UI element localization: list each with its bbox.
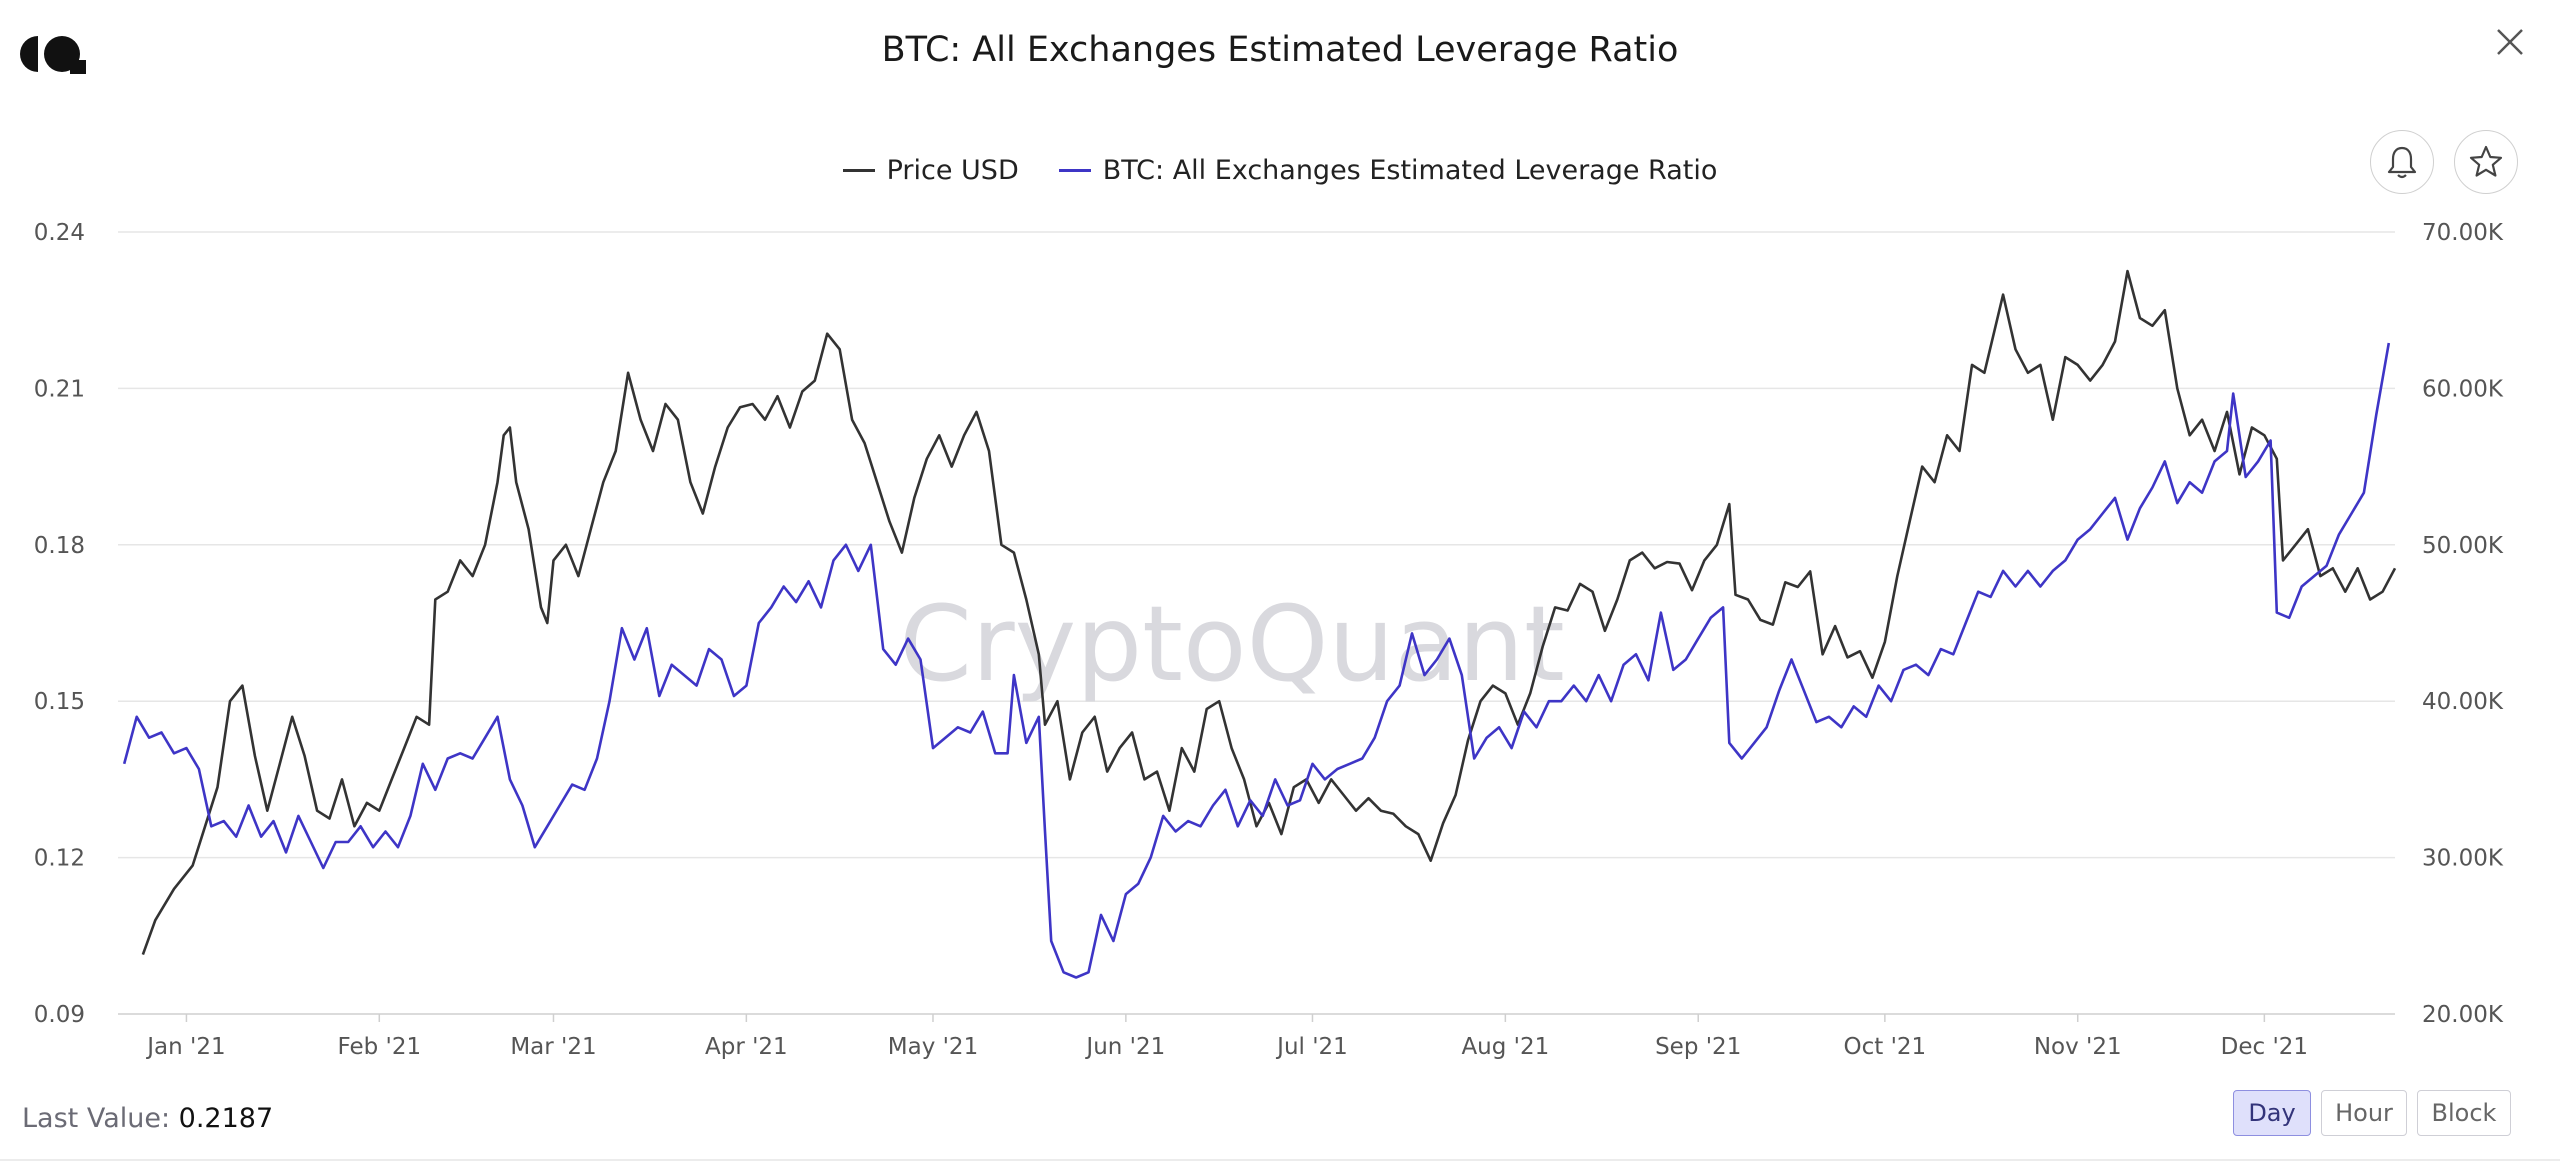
- legend-label-price: Price USD: [886, 154, 1019, 186]
- last-value-readout: Last Value: 0.2187: [22, 1103, 273, 1134]
- chart-legend: Price USD BTC: All Exchanges Estimated L…: [0, 150, 2560, 190]
- x-tick-label: Mar '21: [510, 1034, 596, 1060]
- x-tick-label: Dec '21: [2221, 1034, 2308, 1060]
- x-tick-label: Jul '21: [1275, 1034, 1348, 1060]
- x-tick-label: Jun '21: [1084, 1034, 1165, 1060]
- x-tick-label: Feb '21: [337, 1034, 421, 1060]
- y-right-tick-label: 70.00K: [2422, 220, 2504, 246]
- last-value-label: Last Value:: [22, 1103, 171, 1134]
- y-right-tick-label: 40.00K: [2422, 689, 2504, 715]
- y-right-tick-label: 60.00K: [2422, 376, 2504, 402]
- day-button[interactable]: Day: [2233, 1090, 2311, 1136]
- price-usd-line: [141, 269, 2397, 956]
- alert-button[interactable]: [2370, 130, 2434, 194]
- chart-area: CryptoQuant 0.09 20.00K 0.12 30.00K 0.15 40.0…: [34, 220, 2504, 1060]
- bell-icon: [2387, 146, 2417, 179]
- y-right-tick-label: 50.00K: [2422, 533, 2504, 559]
- star-icon: [2469, 145, 2503, 177]
- y-left-tick-label: 0.18: [34, 533, 85, 559]
- close-icon[interactable]: [2492, 24, 2528, 60]
- x-tick-label: Nov '21: [2034, 1034, 2122, 1060]
- last-value: 0.2187: [178, 1103, 274, 1134]
- hour-button[interactable]: Hour: [2321, 1090, 2407, 1136]
- watermark: CryptoQuant: [899, 583, 1565, 705]
- favorite-button[interactable]: [2454, 130, 2518, 194]
- leverage-ratio-line: [122, 342, 2391, 979]
- legend-item-price[interactable]: Price USD: [842, 154, 1019, 186]
- range-selector: Day Hour Block: [2233, 1090, 2511, 1136]
- divider: [0, 1159, 2560, 1161]
- y-right-tick-label: 20.00K: [2422, 1002, 2504, 1028]
- legend-item-ratio[interactable]: BTC: All Exchanges Estimated Leverage Ra…: [1058, 154, 1718, 186]
- y-left-tick-label: 0.09: [34, 1002, 85, 1028]
- legend-label-ratio: BTC: All Exchanges Estimated Leverage Ra…: [1102, 154, 1718, 186]
- block-button[interactable]: Block: [2417, 1090, 2511, 1136]
- x-tick-label: Apr '21: [705, 1034, 788, 1060]
- y-left-tick-label: 0.15: [34, 689, 85, 715]
- page-title: BTC: All Exchanges Estimated Leverage Ra…: [881, 30, 1679, 70]
- x-tick-label: May '21: [888, 1034, 978, 1060]
- x-tick-label: Oct '21: [1844, 1034, 1927, 1060]
- y-left-tick-label: 0.21: [34, 376, 85, 402]
- x-tick-label: Jan '21: [145, 1034, 225, 1060]
- y-left-tick-label: 0.24: [34, 220, 85, 246]
- y-right-tick-label: 30.00K: [2422, 846, 2504, 872]
- legend-swatch-price: [842, 168, 875, 172]
- x-tick-label: Sep '21: [1655, 1034, 1741, 1060]
- legend-swatch-ratio: [1058, 168, 1091, 172]
- cryptoquant-logo[interactable]: [20, 34, 86, 74]
- x-tick-label: Aug '21: [1461, 1034, 1549, 1060]
- y-left-tick-label: 0.12: [34, 846, 85, 872]
